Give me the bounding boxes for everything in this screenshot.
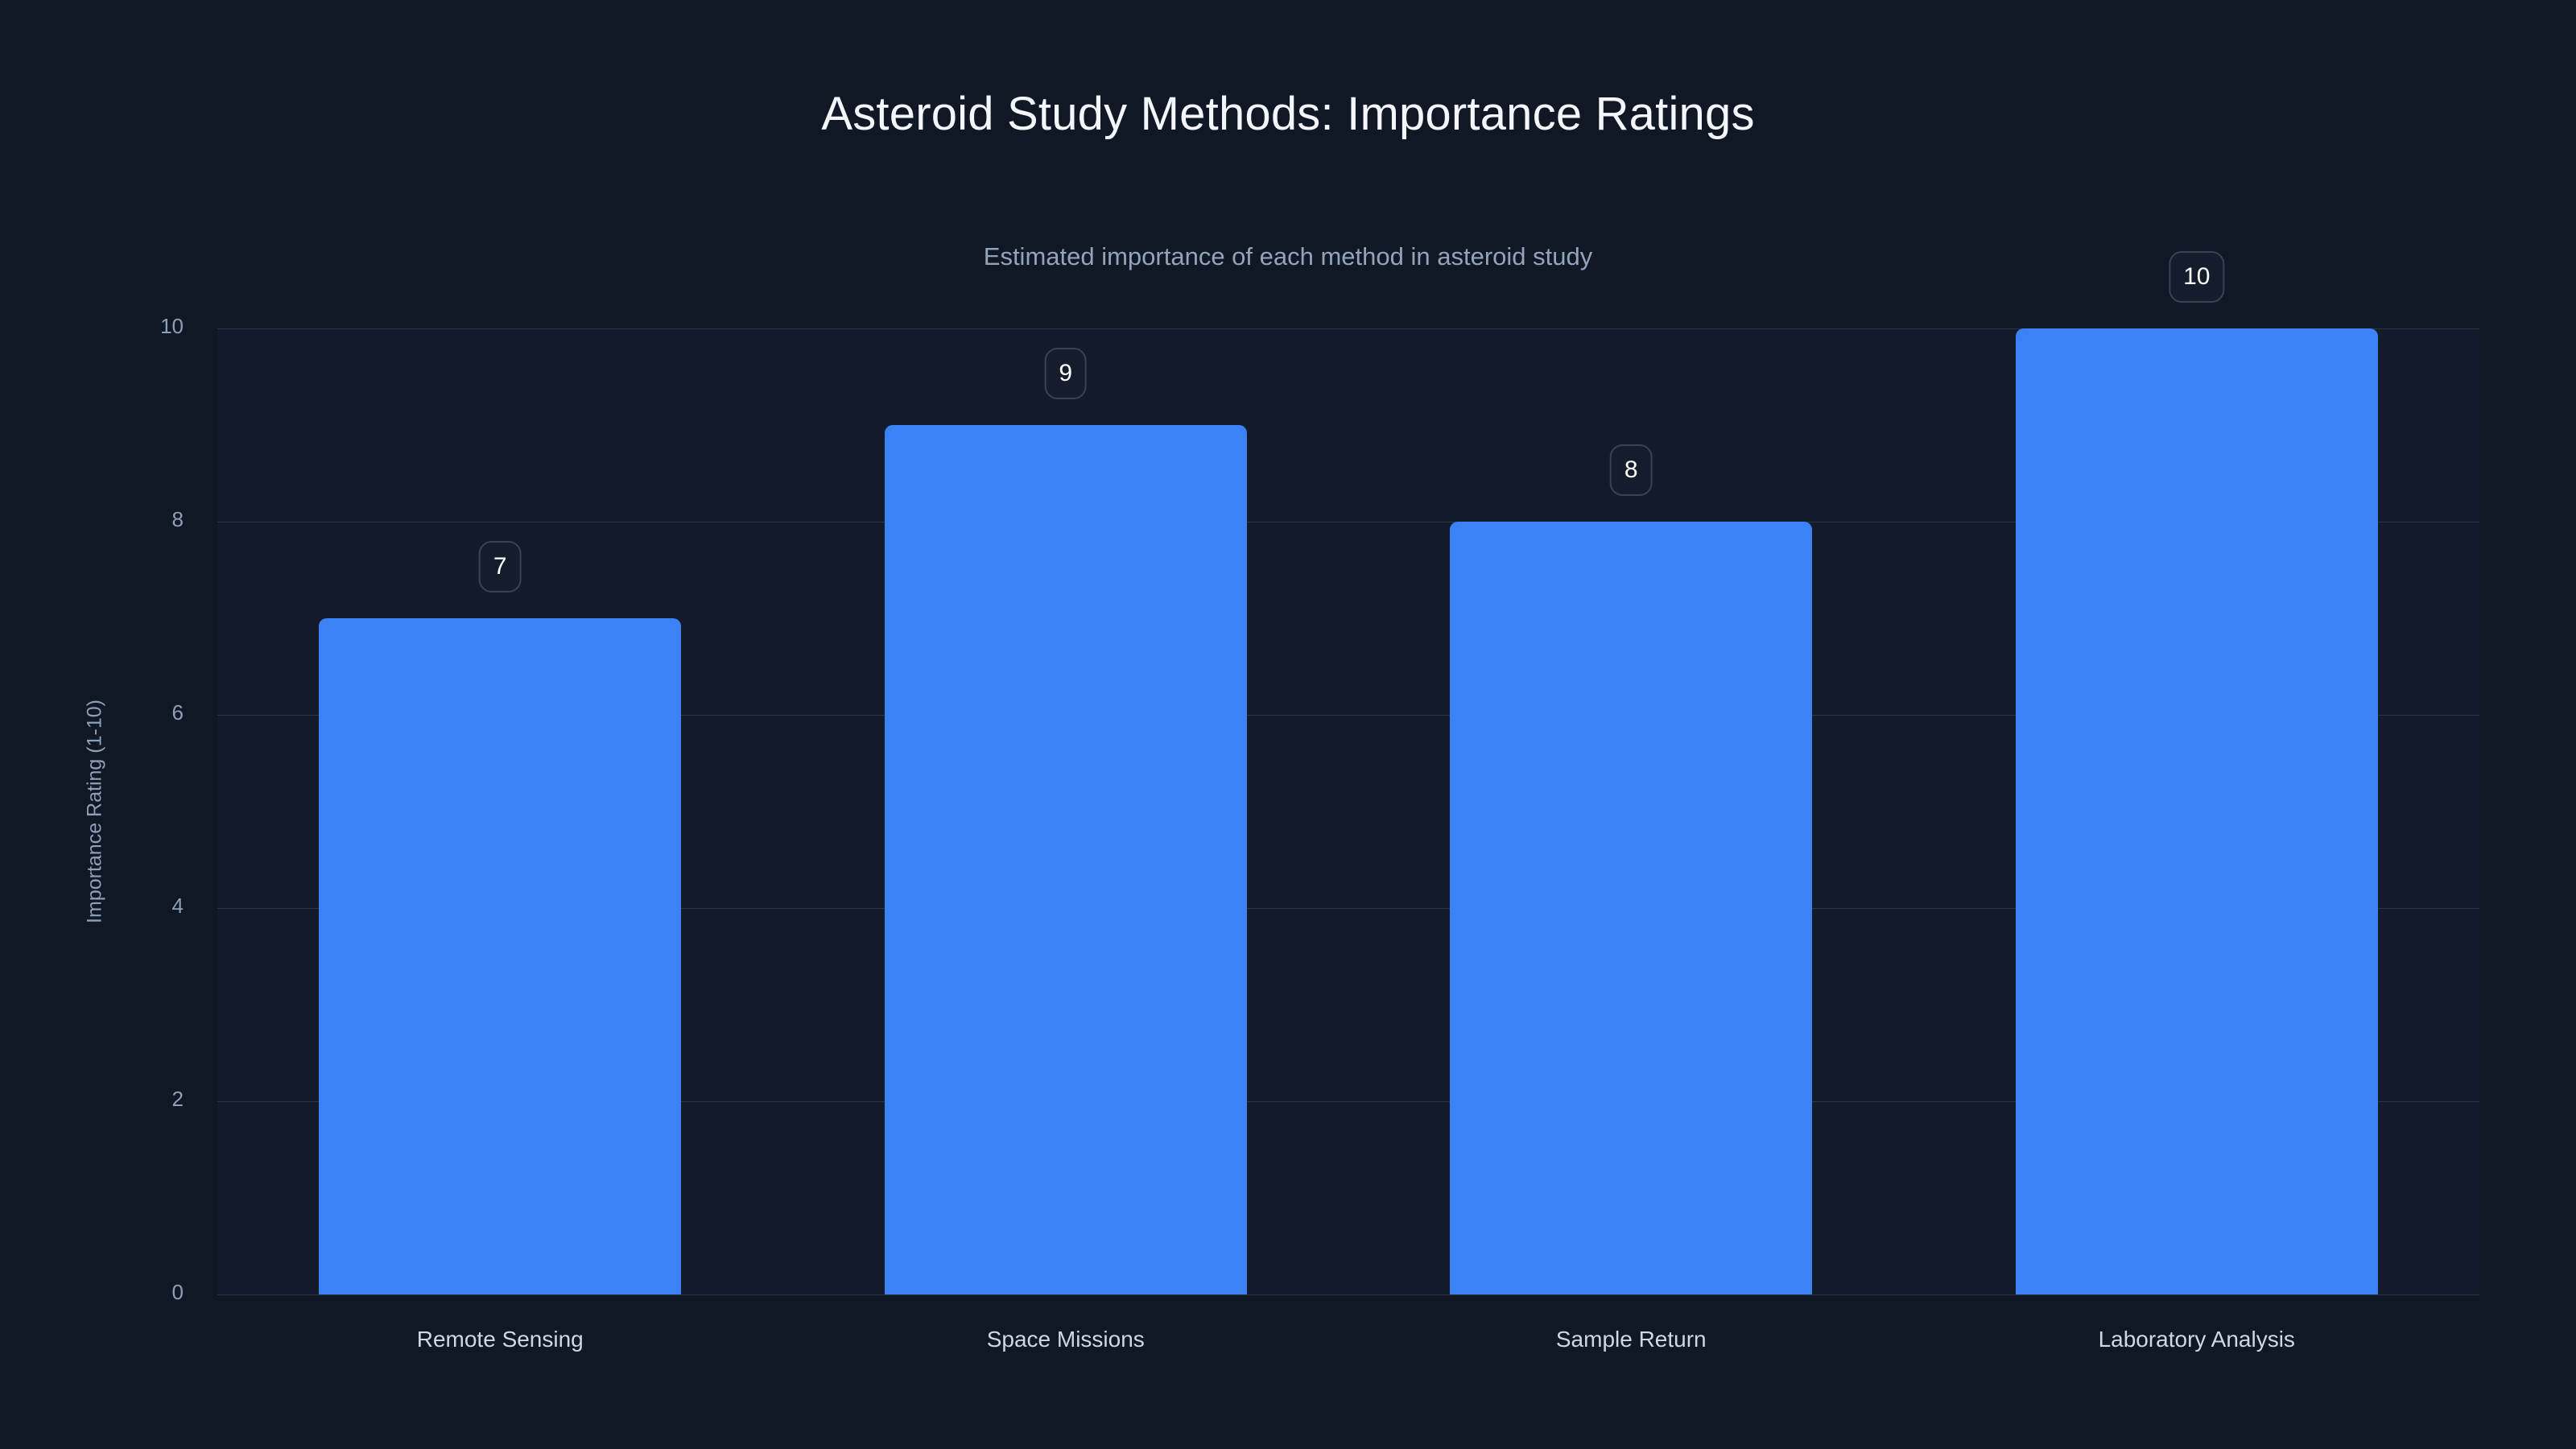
chart-subtitle: Estimated importance of each method in a…	[983, 242, 1593, 270]
gridline	[217, 1294, 2479, 1295]
y-axis-tick-label: 0	[171, 1280, 184, 1304]
x-axis-tick-label: Space Missions	[986, 1327, 1145, 1352]
gridline	[217, 715, 2479, 716]
y-axis-tick-label: 6	[171, 700, 184, 724]
y-axis-tick-label: 8	[171, 507, 184, 531]
bar[interactable]	[2015, 328, 2378, 1294]
x-axis-tick-label: Sample Return	[1555, 1327, 1707, 1352]
bar[interactable]	[884, 425, 1247, 1294]
gridline	[217, 908, 2479, 909]
y-axis-title: Importance Rating (1-10)	[83, 700, 106, 923]
x-axis-tick-label: Remote Sensing	[416, 1327, 584, 1352]
bar-value-label: 8	[1609, 444, 1653, 496]
chart-title: Asteroid Study Methods: Importance Ratin…	[821, 88, 1755, 140]
y-axis-tick-label: 2	[171, 1087, 184, 1111]
bar[interactable]	[319, 618, 682, 1294]
plot-area	[217, 328, 2479, 1295]
gridline	[217, 328, 2479, 329]
gridline	[217, 1101, 2479, 1102]
y-axis-tick-label: 4	[171, 894, 184, 918]
bar-value-label: 7	[478, 541, 522, 592]
y-axis-tick-label: 10	[160, 314, 184, 338]
bar-value-label: 9	[1044, 348, 1088, 399]
bar-value-label: 10	[2169, 251, 2225, 303]
x-axis-tick-label: Laboratory Analysis	[2098, 1327, 2295, 1352]
bar[interactable]	[1450, 522, 1813, 1294]
